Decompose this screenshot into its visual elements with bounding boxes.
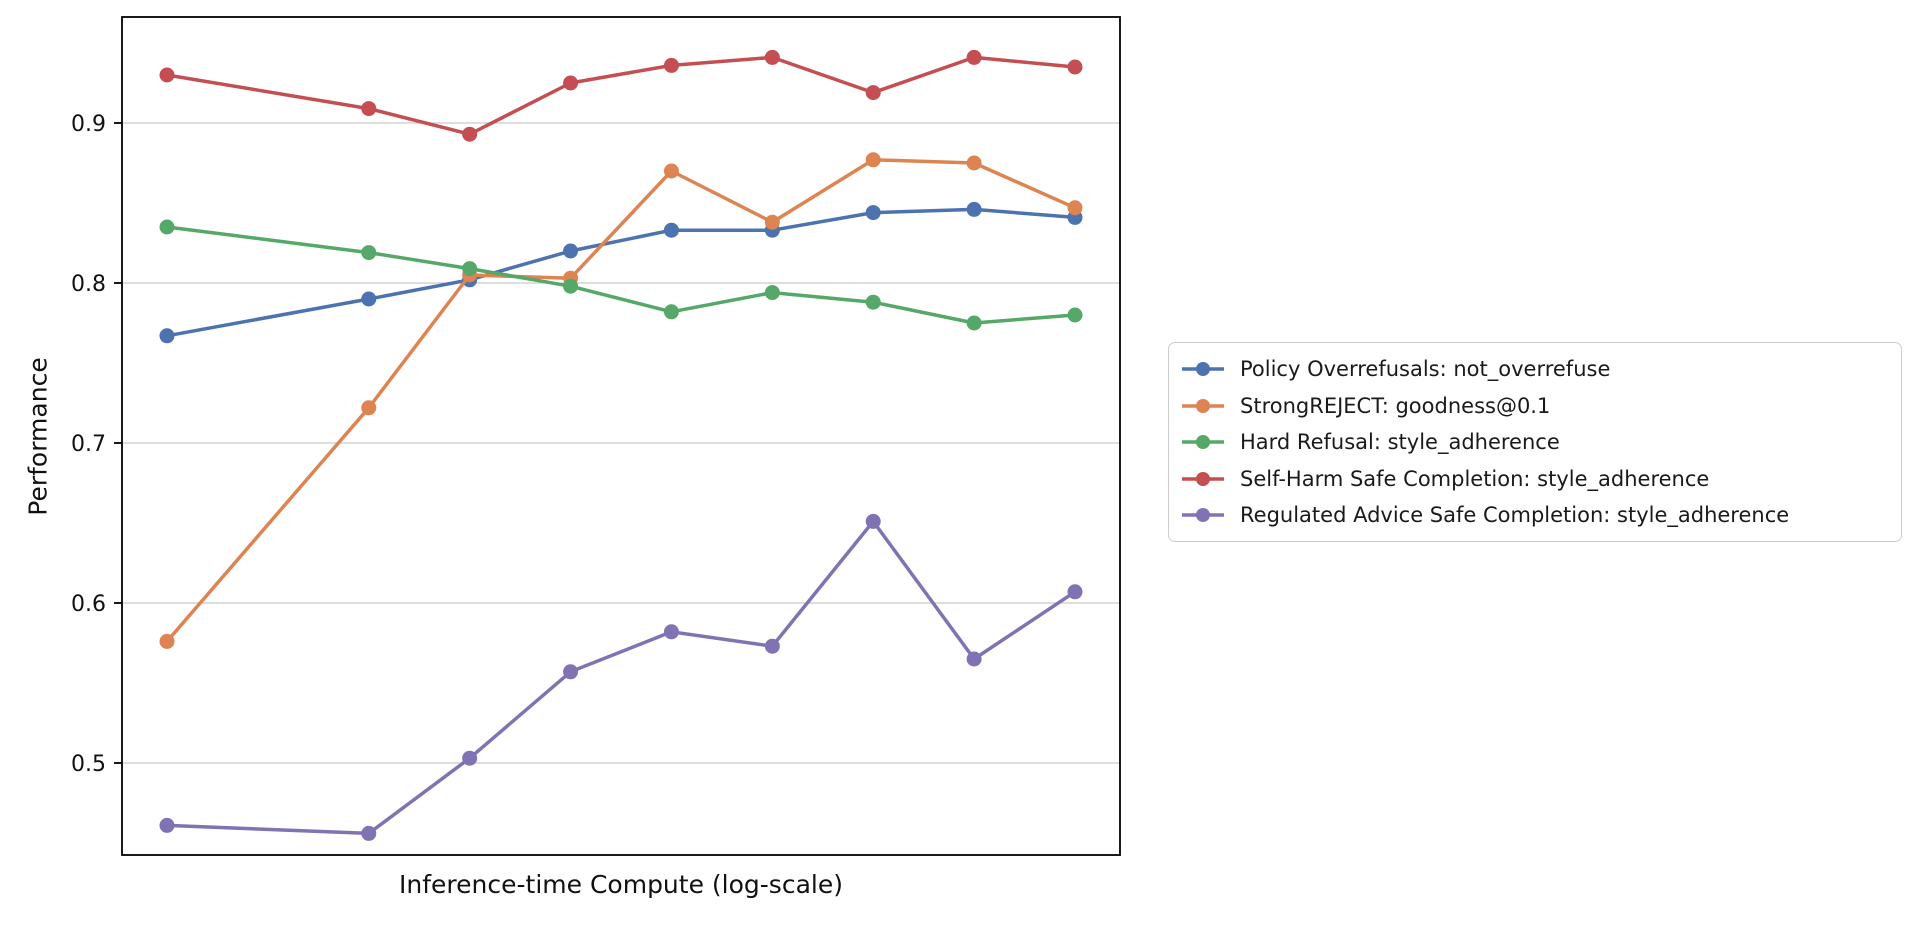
data-point xyxy=(966,155,982,171)
data-point xyxy=(966,315,982,331)
data-point xyxy=(361,101,377,117)
data-point xyxy=(462,261,478,277)
data-point xyxy=(865,205,881,221)
data-point xyxy=(865,513,881,529)
data-point xyxy=(159,328,175,344)
data-point xyxy=(159,219,175,235)
data-point xyxy=(764,638,780,654)
y-axis-label: Performance xyxy=(23,357,53,516)
data-point xyxy=(563,664,579,680)
x-axis-label: Inference-time Compute (log-scale) xyxy=(399,870,843,899)
legend-marker-icon xyxy=(1182,362,1224,376)
data-point xyxy=(865,294,881,310)
data-point xyxy=(663,304,679,320)
legend-item: Self-Harm Safe Completion: style_adheren… xyxy=(1180,462,1901,496)
legend-item: StrongREJECT: goodness@0.1 xyxy=(1180,389,1901,423)
data-point xyxy=(462,750,478,766)
data-point xyxy=(764,214,780,230)
data-point xyxy=(663,222,679,238)
y-tick-label: 0.9 xyxy=(71,112,106,137)
data-point xyxy=(361,291,377,307)
data-point xyxy=(462,126,478,142)
data-point xyxy=(865,152,881,168)
data-point xyxy=(663,163,679,179)
data-point xyxy=(764,49,780,65)
legend-item: Hard Refusal: style_adherence xyxy=(1180,425,1901,459)
data-point xyxy=(865,85,881,101)
data-point xyxy=(361,245,377,261)
data-point xyxy=(966,201,982,217)
data-point xyxy=(361,400,377,416)
data-point xyxy=(1067,307,1083,323)
legend-label: Policy Overrefusals: not_overrefuse xyxy=(1240,357,1611,381)
data-point xyxy=(1067,584,1083,600)
series-line-1 xyxy=(165,158,1077,644)
data-point xyxy=(563,75,579,91)
y-tick-label: 0.8 xyxy=(71,272,106,297)
data-point xyxy=(563,278,579,294)
y-tick-label: 0.6 xyxy=(71,592,106,617)
legend-item: Regulated Advice Safe Completion: style_… xyxy=(1180,498,1901,532)
legend-marker-icon xyxy=(1182,471,1224,486)
legend-marker-icon xyxy=(1182,435,1224,449)
data-point xyxy=(1067,200,1083,216)
y-tick-label: 0.5 xyxy=(71,752,106,777)
data-point xyxy=(563,243,579,259)
data-point xyxy=(159,633,175,649)
legend-label: StrongREJECT: goodness@0.1 xyxy=(1240,393,1551,418)
data-point xyxy=(159,67,175,83)
legend-label: Hard Refusal: style_adherence xyxy=(1240,430,1560,454)
data-point xyxy=(361,825,377,841)
data-point xyxy=(663,624,679,640)
legend-label: Regulated Advice Safe Completion: style_… xyxy=(1240,503,1790,527)
series-line-4 xyxy=(165,519,1077,836)
legend-item: Policy Overrefusals: not_overrefuse xyxy=(1180,352,1901,386)
data-point xyxy=(159,817,175,833)
legend-marker-icon xyxy=(1182,508,1224,522)
legend: Policy Overrefusals: not_overrefuse Stro… xyxy=(1168,342,1902,542)
data-point xyxy=(966,49,982,65)
data-point xyxy=(1067,59,1083,75)
data-point xyxy=(663,57,679,73)
data-point xyxy=(764,285,780,301)
data-point xyxy=(966,651,982,667)
legend-marker-icon xyxy=(1182,398,1224,413)
y-tick-label: 0.7 xyxy=(71,432,106,457)
axes-border xyxy=(121,16,1121,856)
legend-label: Self-Harm Safe Completion: style_adheren… xyxy=(1240,466,1710,491)
